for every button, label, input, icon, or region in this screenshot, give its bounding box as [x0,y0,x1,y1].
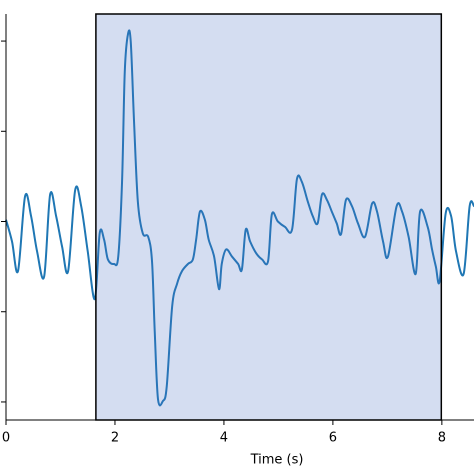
x-tick-label: 4 [220,431,228,446]
x-axis-label: Time (s) [250,453,304,468]
shaded-region [95,13,443,421]
x-tick-label: 0 [2,431,10,446]
x-tick-label: 2 [111,431,119,446]
signal-line [5,29,474,407]
x-tick-label: 6 [329,431,337,446]
x-tick-label: 8 [438,431,446,446]
